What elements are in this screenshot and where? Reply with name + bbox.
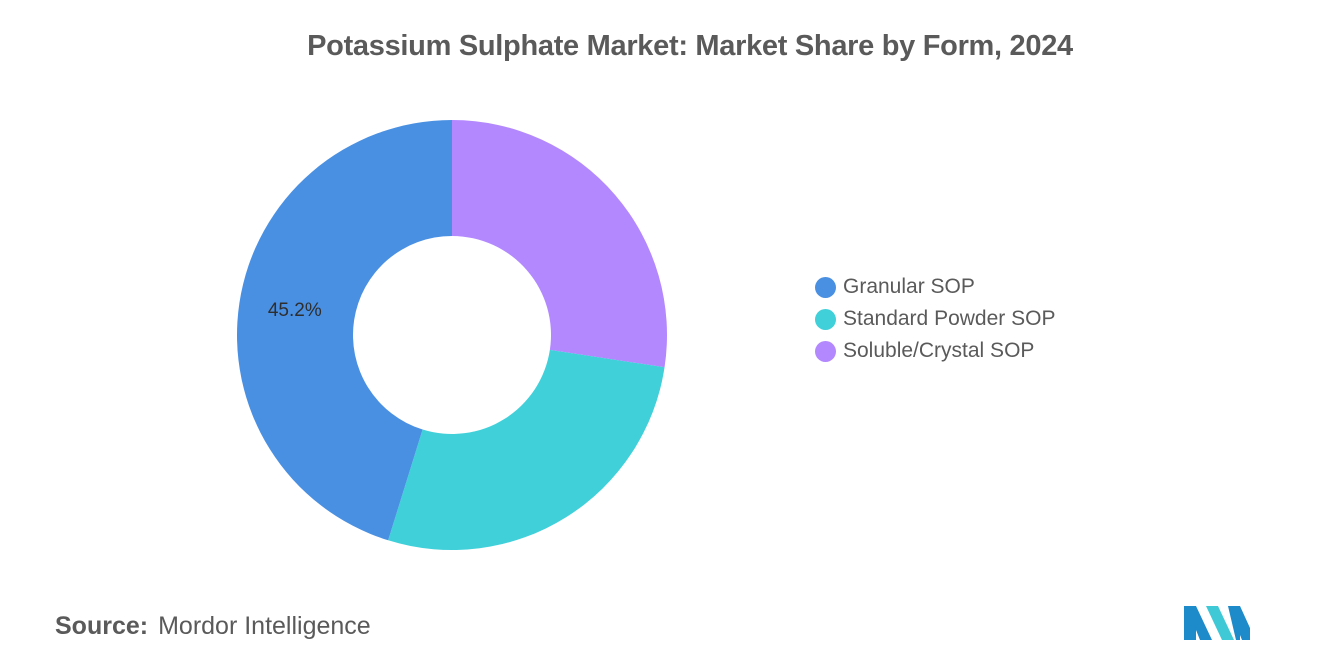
donut-chart: 45.2% bbox=[237, 120, 667, 550]
logo-shape-left bbox=[1184, 606, 1212, 640]
legend-label: Soluble/Crystal SOP bbox=[843, 339, 1035, 362]
slice-soluble-crystal-sop bbox=[452, 120, 667, 368]
legend-label: Standard Powder SOP bbox=[843, 307, 1056, 330]
slice-standard-powder-sop bbox=[388, 349, 665, 550]
legend-swatch-icon bbox=[815, 276, 836, 298]
data-label-granular-sop: 45.2% bbox=[268, 300, 322, 321]
legend-item: Standard Powder SOP bbox=[815, 303, 1055, 335]
legend-item: Soluble/Crystal SOP bbox=[815, 335, 1055, 367]
source-line: Source: Mordor Intelligence bbox=[55, 612, 371, 641]
legend-swatch-icon bbox=[815, 340, 836, 362]
donut-slices bbox=[237, 120, 667, 550]
legend-label: Granular SOP bbox=[843, 275, 975, 298]
legend: Granular SOP Standard Powder SOP Soluble/C… bbox=[815, 271, 1055, 367]
source-label: Source: bbox=[55, 612, 149, 640]
logo-shape-middle bbox=[1206, 606, 1234, 640]
mordor-intelligence-logo-icon bbox=[1184, 606, 1250, 640]
donut-data-labels: 45.2% bbox=[268, 300, 322, 321]
chart-title: Potassium Sulphate Market: Market Share … bbox=[307, 30, 1073, 62]
source-text: Mordor Intelligence bbox=[158, 612, 371, 640]
legend-item: Granular SOP bbox=[815, 271, 1055, 303]
slice-granular-sop bbox=[237, 120, 452, 541]
legend-swatch-icon bbox=[815, 308, 836, 330]
logo-shape-right bbox=[1228, 606, 1250, 640]
